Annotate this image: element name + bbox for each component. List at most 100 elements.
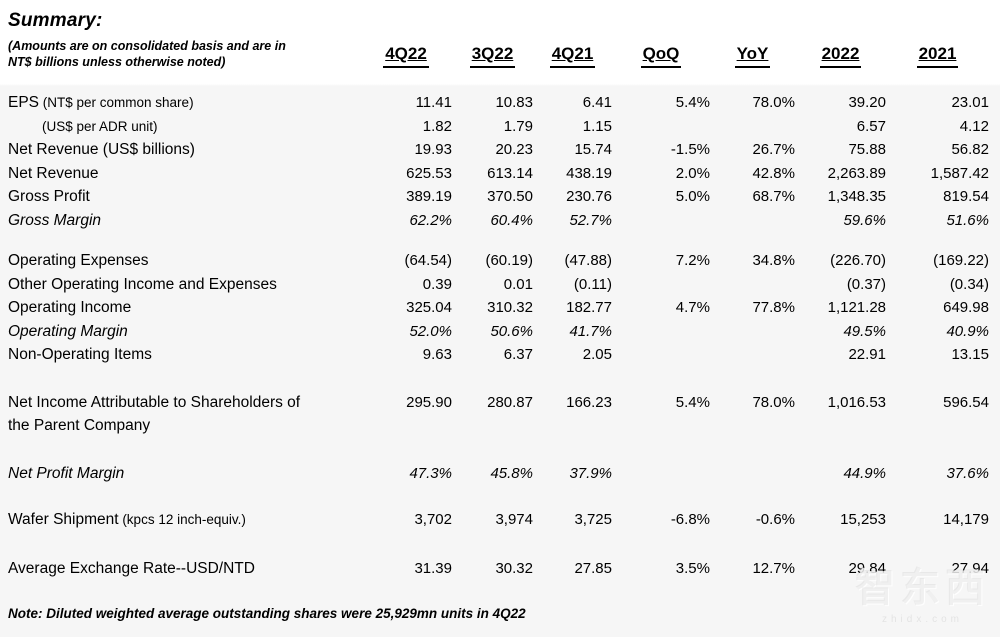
value-cell: 1.79	[503, 117, 533, 135]
value-cell: 1.82	[422, 117, 452, 135]
value-cell: 52.0%	[409, 322, 452, 340]
table-row-non-operating-items: Non-Operating Items 9.63 6.37 2.05 22.91 13.1…	[8, 343, 1000, 367]
value-cell: 310.32	[487, 299, 533, 316]
value-cell: 625.53	[406, 164, 452, 182]
value-cell: (60.19)	[485, 252, 533, 269]
value-cell: -6.8%	[670, 511, 710, 528]
column-header-3q22: 3Q22	[452, 42, 533, 73]
column-header-qoq: QoQ	[612, 42, 710, 73]
value-cell: 22.91	[848, 346, 886, 363]
value-cell: (169.22)	[933, 252, 989, 269]
table-row-gross-profit: Gross Profit 389.19 370.50 230.76 5.0% 68.7% 1…	[8, 185, 1000, 209]
row-label: (US$ per ADR unit)	[8, 115, 360, 139]
table-row-net-profit-margin: Net Profit Margin 47.3% 45.8% 37.9% 44.9% 37.…	[8, 462, 1000, 486]
value-cell: 59.6%	[843, 211, 886, 229]
value-cell: 52.7%	[569, 211, 612, 229]
value-cell: 41.7%	[569, 322, 612, 340]
value-cell: 47.3%	[409, 464, 452, 482]
column-header-label: 2022	[819, 42, 862, 68]
value-cell: 438.19	[566, 164, 612, 182]
column-header-label: 3Q22	[469, 42, 516, 68]
value-cell: (0.34)	[949, 275, 989, 293]
table-header-row: (Amounts are on consolidated basis and a…	[8, 38, 1000, 72]
column-header-label: QoQ	[640, 42, 682, 68]
column-header-2022: 2022	[795, 42, 886, 73]
row-label-main: Average Exchange Rate--USD/NTD	[8, 559, 255, 577]
column-header-label: YoY	[734, 42, 771, 68]
table-row-operating-income: Operating Income 325.04 310.32 182.77 4.7% 77…	[8, 296, 1000, 320]
value-cell: 37.9%	[569, 464, 612, 482]
table-caption-line1: (Amounts are on consolidated basis and a…	[8, 39, 286, 53]
value-cell: 325.04	[406, 299, 452, 316]
row-label-main: Net Income Attributable to Shareholders …	[8, 393, 301, 411]
value-cell: 75.88	[848, 141, 886, 158]
table-caption: (Amounts are on consolidated basis and a…	[8, 38, 360, 72]
column-header-label: 4Q21	[549, 42, 596, 68]
value-cell: 10.83	[495, 94, 533, 111]
column-header-4q21: 4Q21	[533, 42, 612, 73]
row-label-unit-note: (kpcs 12 inch-equiv.)	[118, 512, 246, 527]
value-cell: 60.4%	[490, 211, 533, 229]
value-cell: 26.7%	[752, 141, 795, 158]
value-cell: 6.37	[503, 346, 533, 363]
value-cell: -1.5%	[670, 141, 710, 158]
value-cell: 166.23	[566, 393, 612, 411]
value-cell: 3,974	[495, 511, 533, 528]
value-cell: 4.12	[959, 117, 989, 135]
value-cell: 1,121.28	[827, 299, 886, 316]
column-header-4q22: 4Q22	[360, 42, 452, 73]
value-cell: 56.82	[951, 141, 989, 158]
value-cell: -0.6%	[755, 511, 795, 528]
value-cell: 5.4%	[675, 94, 710, 111]
row-label: Wafer Shipment (kpcs 12 inch-equiv.)	[8, 508, 360, 532]
row-label-main: Net Revenue (US$ billions)	[8, 141, 195, 158]
value-cell: 5.4%	[675, 393, 710, 411]
row-label-main: EPS	[8, 94, 40, 111]
row-label: Net Revenue	[8, 162, 360, 186]
row-label: Operating Income	[8, 296, 360, 320]
value-cell: 15,253	[840, 511, 886, 528]
row-label: Operating Expenses	[8, 249, 360, 273]
value-cell: 230.76	[566, 188, 612, 205]
value-cell: 295.90	[406, 393, 452, 411]
value-cell: 613.14	[487, 164, 533, 182]
value-cell: 78.0%	[752, 393, 795, 411]
row-label-main: Operating Income	[8, 299, 132, 316]
value-cell: 42.8%	[752, 164, 795, 182]
value-cell: 44.9%	[843, 464, 886, 482]
table-row-gross-margin: Gross Margin 62.2% 60.4% 52.7% 59.6% 51.6%	[8, 209, 1000, 233]
table-row-eps: EPS (NT$ per common share) 11.41 10.83 6.41…	[8, 91, 1000, 115]
column-header-yoy: YoY	[710, 42, 795, 73]
value-cell: (0.37)	[846, 275, 886, 293]
value-cell: 6.41	[582, 94, 612, 111]
table-row-operating-expenses: Operating Expenses (64.54) (60.19) (47.88) 7…	[8, 249, 1000, 273]
column-header-2021: 2021	[886, 42, 989, 73]
value-cell: 280.87	[487, 393, 533, 411]
value-cell: 77.8%	[752, 299, 795, 316]
value-cell: 0.01	[503, 275, 533, 293]
table-body: EPS (NT$ per common share) 11.41 10.83 6.41…	[8, 91, 1000, 580]
table-row-other-operating-income-and-expenses: Other Operating Income and Expenses 0.39 0…	[8, 273, 1000, 297]
value-cell: 62.2%	[409, 211, 452, 229]
value-cell: 0.39	[422, 275, 452, 293]
table-row-operating-margin: Operating Margin 52.0% 50.6% 41.7% 49.5% 40.9…	[8, 320, 1000, 344]
value-cell: 50.6%	[490, 322, 533, 340]
row-label-unit-note: (US$ per ADR unit)	[42, 118, 158, 134]
value-cell: 68.7%	[752, 188, 795, 205]
value-cell: 20.23	[495, 141, 533, 158]
row-label-main: Gross Profit	[8, 188, 90, 205]
value-cell: 4.7%	[675, 299, 710, 316]
table-row-net-revenue-us-billions: Net Revenue (US$ billions) 19.93 20.23 15.7…	[8, 138, 1000, 162]
column-header-label: 4Q22	[383, 42, 429, 68]
footnote: Note: Diluted weighted average outstandi…	[8, 606, 526, 621]
value-cell: 23.01	[951, 94, 989, 111]
value-cell: (226.70)	[830, 252, 886, 269]
row-label: Non-Operating Items	[8, 343, 360, 367]
value-cell: 14,179	[943, 511, 989, 528]
value-cell: 1,587.42	[930, 164, 989, 182]
row-label: Net Revenue (US$ billions)	[8, 138, 360, 162]
value-cell: 49.5%	[843, 322, 886, 340]
row-label: Gross Margin	[8, 209, 360, 233]
page-title: Summary:	[8, 10, 103, 31]
value-cell: 819.54	[943, 188, 989, 205]
